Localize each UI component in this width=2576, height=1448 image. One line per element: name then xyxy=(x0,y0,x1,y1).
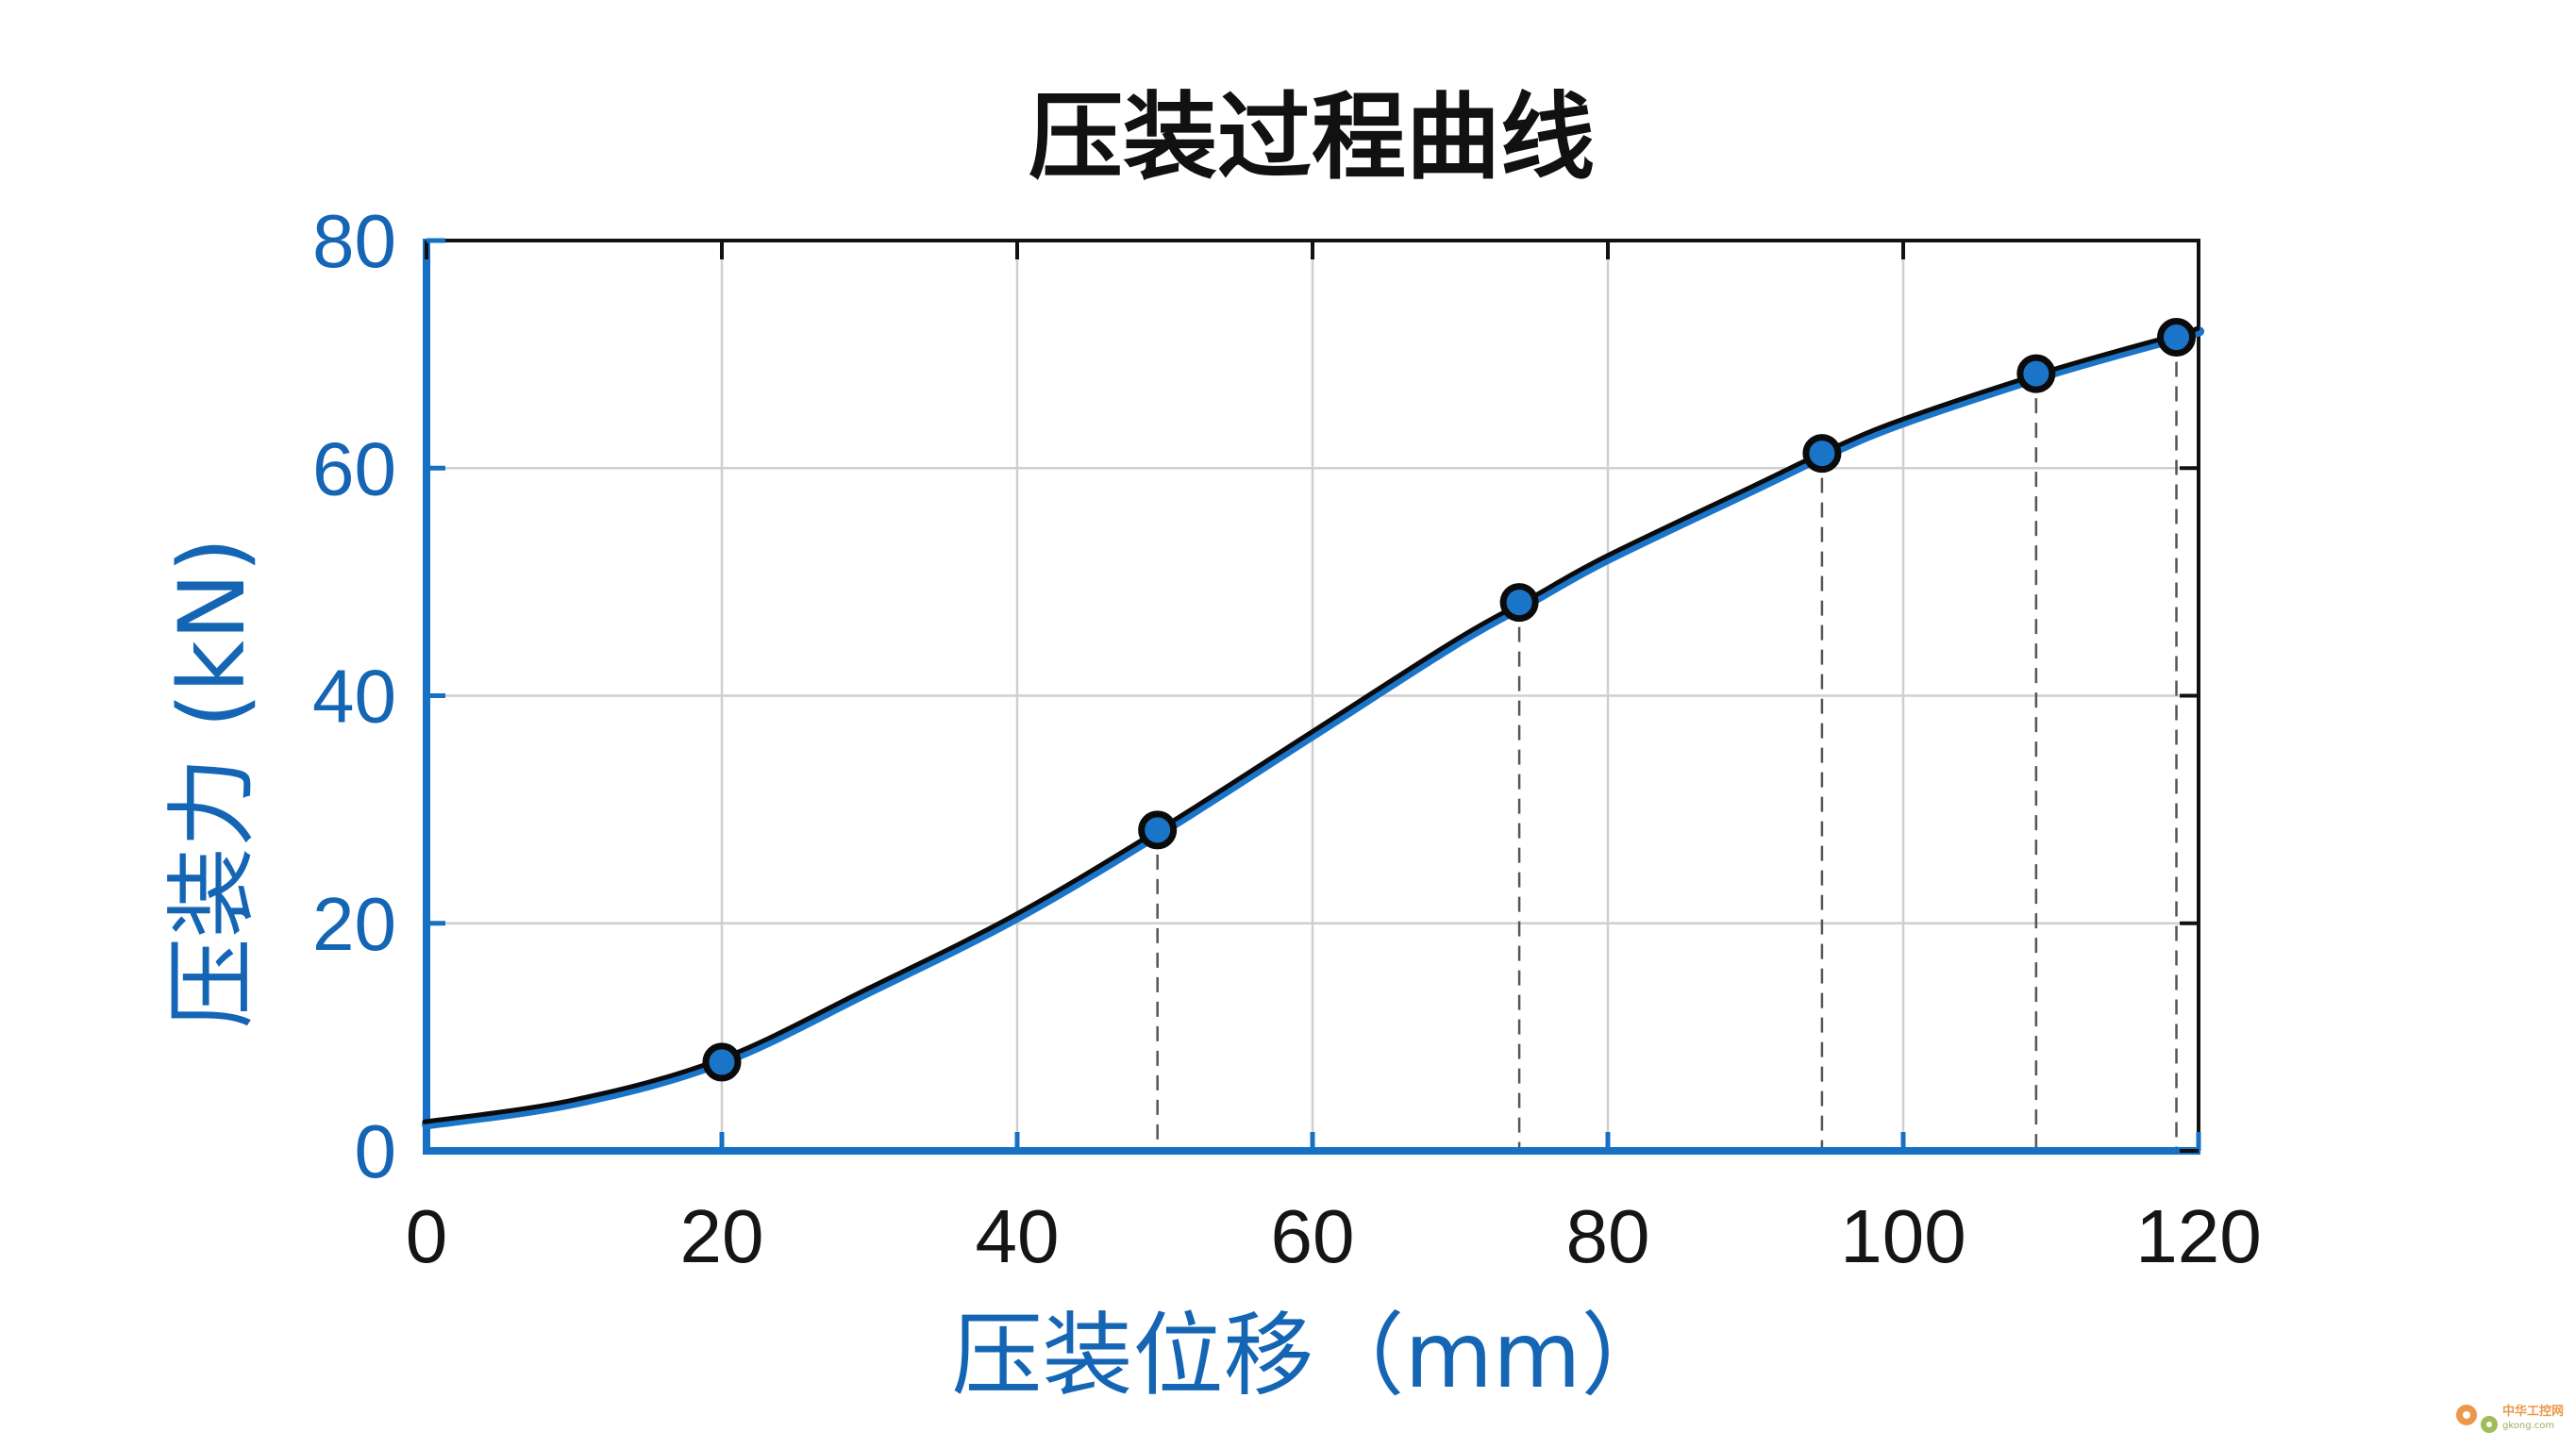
x-tick-label: 40 xyxy=(976,1194,1060,1278)
chart-title: 压装过程曲线 xyxy=(1029,82,1595,192)
x-axis-label: 压装位移（mm） xyxy=(951,1303,1671,1408)
guide-lines xyxy=(1156,337,2178,1151)
x-tick-label: 60 xyxy=(1271,1194,1355,1278)
grid-lines xyxy=(427,241,2199,1151)
marker-layer xyxy=(702,318,2197,1082)
watermark-sub: gkong.com xyxy=(2502,1421,2554,1431)
data-point-marker xyxy=(1499,583,1539,623)
axis-ticks: 0 20 40 60 80 100 120 0 20 40 60 80 xyxy=(312,199,2262,1278)
y-tick-label: 40 xyxy=(312,655,396,739)
x-tick-label: 120 xyxy=(2135,1194,2261,1278)
x-tick-label: 100 xyxy=(1840,1194,1965,1278)
x-tick-label: 20 xyxy=(680,1194,764,1278)
watermark-text: 中华工控网 xyxy=(2502,1404,2564,1419)
data-point-marker xyxy=(1802,434,1842,474)
data-point-marker xyxy=(2016,354,2056,393)
watermark: 中华工控网 gkong.com xyxy=(2456,1404,2564,1433)
data-point-marker xyxy=(702,1042,742,1082)
y-tick-label: 80 xyxy=(312,199,396,283)
y-axis-label: 压装力 (kN) xyxy=(159,538,265,1029)
series-line-blue xyxy=(422,326,2204,1130)
x-tick-label: 80 xyxy=(1566,1194,1650,1278)
gear-icon xyxy=(2456,1405,2498,1433)
y-tick-label: 20 xyxy=(312,882,396,966)
y-tick-label: 60 xyxy=(312,426,396,510)
x-tick-label: 0 xyxy=(406,1194,448,1278)
series-line-black xyxy=(422,325,2200,1124)
data-point-marker xyxy=(1138,810,1178,850)
series-layer xyxy=(422,325,2204,1130)
data-point-marker xyxy=(2157,318,2197,358)
y-tick-label: 0 xyxy=(355,1109,397,1193)
